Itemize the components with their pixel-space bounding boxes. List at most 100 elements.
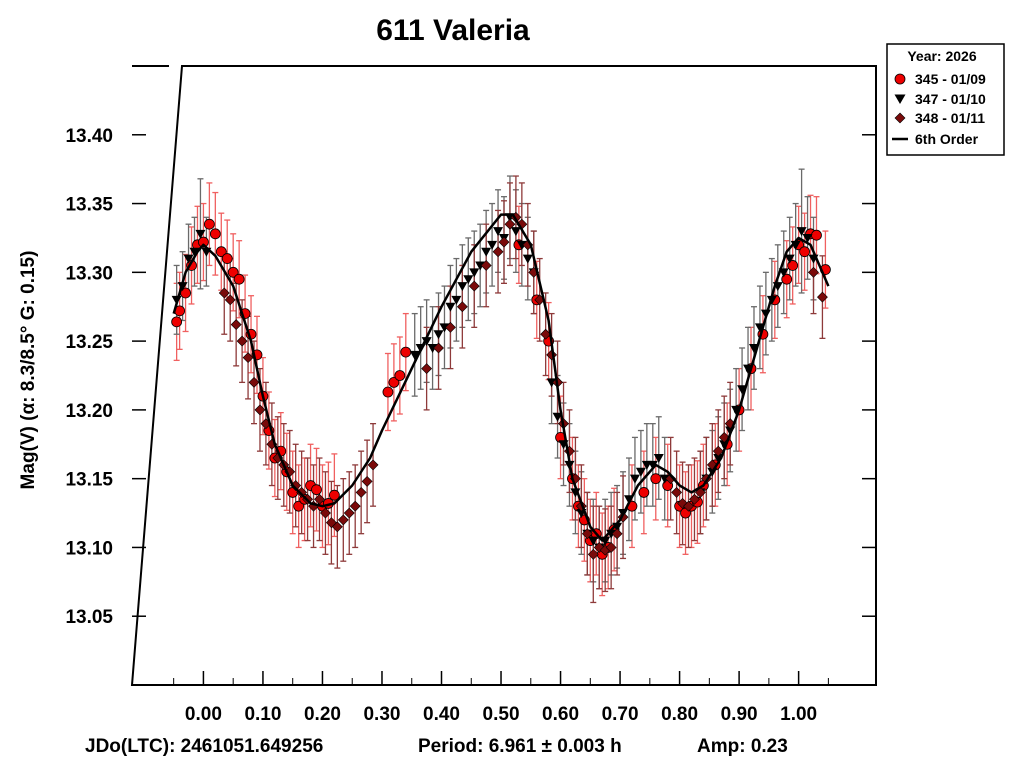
data-point — [215, 246, 227, 258]
data-point — [218, 287, 230, 299]
data-point — [677, 498, 688, 509]
data-point — [382, 386, 394, 398]
data-point — [787, 260, 799, 271]
data-point — [171, 316, 183, 328]
y-tick-label: 13.30 — [65, 263, 113, 284]
legend-marker-triangle — [894, 94, 906, 104]
legend-title: Year: 2026 — [907, 48, 976, 64]
data-point — [337, 514, 349, 526]
legend-marker-diamond — [894, 112, 906, 124]
data-point — [320, 507, 331, 519]
data-point — [233, 273, 245, 285]
data-point — [445, 321, 456, 333]
data-point — [647, 460, 658, 470]
legend: Year: 2026 345 - 01/09 347 - 01/10 348 -… — [886, 43, 1005, 156]
x-tick-label: 0.60 — [542, 704, 579, 725]
plot-frame — [130, 65, 877, 686]
data-point — [510, 227, 521, 237]
data-point — [227, 266, 239, 278]
data-point — [361, 475, 373, 487]
y-tick-label: 13.05 — [65, 607, 113, 628]
data-point — [581, 528, 593, 540]
data-point — [808, 266, 819, 278]
data-point — [311, 484, 322, 496]
data-point — [349, 500, 361, 512]
x-tick-label: 0.10 — [244, 704, 281, 725]
data-point — [552, 412, 563, 422]
data-point — [189, 247, 200, 257]
legend-entry-6th-order: 6th Order — [915, 131, 979, 147]
footer-jdo: JDo(LTC): 2461051.649256 — [85, 736, 323, 757]
data-point — [638, 487, 650, 498]
data-point — [802, 233, 813, 243]
data-point — [481, 247, 492, 257]
series-348 — [218, 211, 828, 560]
x-tick-label: 0.20 — [304, 704, 341, 725]
data-point — [605, 542, 617, 553]
data-point — [781, 273, 793, 285]
data-point — [343, 507, 355, 519]
footer-amplitude: Amp: 0.23 — [697, 736, 788, 757]
data-point — [784, 254, 795, 264]
data-point — [694, 486, 706, 498]
data-point — [588, 536, 599, 546]
x-tick-label: 0.70 — [602, 704, 639, 725]
plot-area: 13.05 13.10 13.15 13.20 13.25 13.30 13.35 13.40… — [65, 65, 877, 725]
y-tick-label: 13.15 — [65, 470, 113, 491]
data-point — [195, 229, 206, 239]
y-tick-label: 13.10 — [65, 538, 113, 559]
x-tick-label: 0.90 — [721, 704, 758, 725]
data-point — [811, 229, 822, 241]
x-tick-label: 0.00 — [185, 704, 222, 725]
data-point — [492, 246, 504, 258]
data-point — [433, 330, 444, 340]
legend-entry-345: 345 - 01/09 — [915, 71, 986, 87]
footer-period: Period: 6.961 ± 0.003 h — [418, 736, 622, 757]
data-point — [400, 346, 412, 358]
data-point — [433, 342, 444, 354]
x-tick-label: 0.80 — [661, 704, 698, 725]
data-point — [493, 227, 504, 237]
data-point — [242, 352, 254, 364]
data-point — [480, 260, 492, 271]
data-point — [254, 404, 266, 416]
data-point — [224, 294, 236, 306]
data-point — [367, 459, 379, 471]
data-point — [355, 486, 367, 498]
legend-box — [886, 43, 1005, 156]
data-point — [469, 268, 480, 278]
data-point — [456, 301, 468, 313]
x-tick-label: 0.30 — [363, 704, 400, 725]
legend-marker-circle — [894, 73, 906, 85]
data-point — [635, 467, 646, 477]
data-point — [388, 376, 400, 388]
data-point — [665, 473, 677, 485]
data-point — [611, 528, 623, 540]
data-point — [248, 376, 260, 388]
data-point — [546, 349, 558, 361]
data-point — [587, 548, 599, 560]
x-tick-label: 0.50 — [483, 704, 520, 725]
data-point — [683, 500, 694, 512]
data-point — [409, 350, 420, 360]
data-point — [328, 489, 340, 501]
data-point — [504, 218, 516, 230]
data-point — [394, 370, 406, 381]
data-point — [331, 521, 343, 533]
data-point — [203, 218, 215, 230]
data-point — [463, 275, 474, 285]
data-point — [221, 253, 233, 264]
x-tick-label: 0.40 — [423, 704, 460, 725]
y-tick-label: 13.40 — [65, 126, 113, 147]
legend-entry-348: 348 - 01/11 — [915, 110, 985, 126]
data-point — [817, 291, 828, 303]
x-tick-label: 1.00 — [780, 704, 817, 725]
y-axis-label: Mag(V) (α: 8.3/8.5° G: 0.15) — [18, 251, 39, 490]
y-tick-label: 13.35 — [65, 195, 113, 216]
y-tick-label: 13.20 — [65, 401, 113, 422]
data-point — [451, 295, 462, 305]
data-point — [799, 246, 810, 258]
data-point — [421, 337, 432, 347]
data-point — [183, 254, 194, 264]
